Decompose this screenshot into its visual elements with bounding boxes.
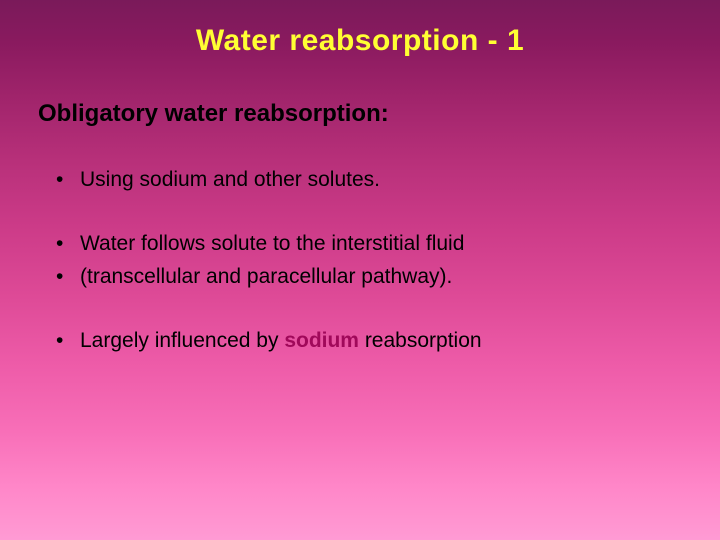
bullet-text-pre: Largely influenced by [80,329,284,352]
slide-title: Water reabsorption - 1 [38,24,682,58]
slide-subtitle: Obligatory water reabsorption: [38,100,682,128]
bullet-text-emph: sodium [284,329,359,352]
bullet-item: Water follows solute to the interstitial… [50,230,682,258]
slide-container: Water reabsorption - 1 Obligatory water … [0,0,720,540]
bullet-item: Using sodium and other solutes. [50,166,682,194]
bullet-item: Largely influenced by sodium reabsorptio… [50,327,682,355]
bullet-item: (transcellular and paracellular pathway)… [50,263,682,291]
bullet-list: Using sodium and other solutes. Water fo… [38,166,682,355]
bullet-text-post: reabsorption [359,329,482,352]
